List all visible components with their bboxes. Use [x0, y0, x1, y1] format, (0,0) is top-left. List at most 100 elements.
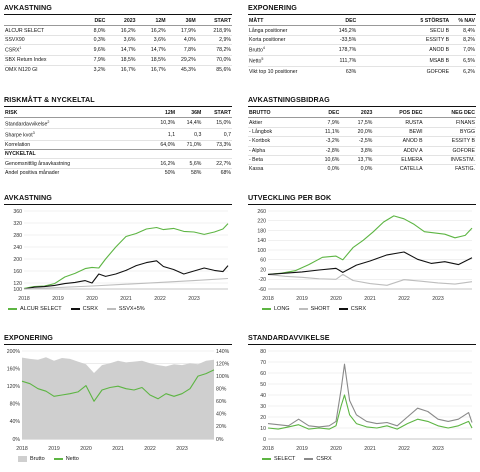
y-tick-label: 360: [13, 209, 22, 215]
table-cell: GOFORE: [423, 145, 476, 156]
column-header: DEC: [330, 17, 358, 27]
y-left-tick-label: 160%: [7, 366, 21, 372]
column-header: NEG DEC: [423, 109, 476, 119]
legend-swatch: [262, 458, 271, 460]
table-header-row: BRUTTO DEC 2023 POS DEC NEG DEC: [248, 109, 476, 119]
legend-swatch: [53, 458, 63, 460]
column-header: DEC: [307, 109, 341, 119]
avkastning-chart-panel: AVKASTNING 100 120 160 200 240 280 320 360 2018 2…: [4, 192, 232, 312]
column-header: [4, 17, 82, 27]
table-cell: ADDV A: [373, 145, 424, 156]
legend-label: SELECT: [274, 456, 296, 462]
table-row: - Beta 10,6% 13,7% ELMERA INVESTM.: [248, 154, 476, 165]
x-tick-label: 2019: [52, 296, 64, 302]
table-cell: Netto5: [248, 55, 331, 67]
table-row: Aktier 7,9% 17,5% RUSTA FINANS: [248, 117, 476, 128]
legend-item: Netto: [53, 456, 79, 462]
table-cell: [357, 66, 408, 76]
table-cell: 10,3%: [149, 117, 177, 129]
x-tick-label: 2022: [154, 296, 166, 302]
table-cell: Korta positioner: [248, 34, 331, 45]
exponering-legend: Brutto Netto: [18, 456, 79, 462]
table-cell: 64,0%: [149, 139, 177, 150]
table-cell: 7,0%: [450, 44, 476, 56]
column-header: 2023: [106, 17, 137, 27]
y-tick-label: 260: [257, 209, 266, 215]
y-tick-label: 80%: [216, 387, 227, 393]
table-row: SSVX90 0,3% 3,6% 3,6% 4,0% 2,9%: [4, 34, 232, 45]
table-cell: ANOD B: [407, 44, 451, 56]
y-tick-label: 140%: [216, 349, 230, 355]
table-row: Vikt top 10 positioner 63% GOFORE 6,2%: [248, 66, 476, 76]
avkastning-table-panel: AVKASTNING DEC 2023 12M 36M START ALCUR SELEC…: [4, 2, 232, 74]
table-cell: -2,5%: [340, 136, 374, 146]
legend-item: LONG: [262, 306, 290, 312]
y-left-tick-label: 80%: [10, 402, 21, 408]
table-cell: 16,2%: [106, 25, 137, 36]
table-cell: 8,0%: [81, 25, 107, 36]
column-header: BRUTTO: [248, 109, 308, 119]
table-cell: MSAB B: [407, 55, 451, 67]
footnote-marker: 1: [19, 46, 22, 51]
y-left-tick-label: 200%: [7, 349, 21, 355]
table-row: Långa positioner 145,2% SECU B 8,4%: [248, 25, 476, 36]
table-cell: 10,6%: [307, 154, 341, 165]
table-cell: 7,8%: [166, 44, 197, 56]
exponering-chart: 0% 20% 40% 60% 80% 100% 120% 140% 0% 40% 80% 120% 16…: [7, 349, 230, 452]
table-cell: 3,6%: [136, 34, 167, 45]
y-tick-label: 220: [257, 219, 266, 225]
y-tick-label: 120%: [216, 361, 230, 367]
table-cell: Brutto4: [248, 44, 331, 56]
table-cell: 3,2%: [81, 64, 107, 74]
table-cell: [108, 158, 150, 169]
table-cell: Långa positioner: [248, 25, 331, 36]
y-tick-label: -60: [259, 287, 267, 293]
subheader-cell: NYCKELTAL: [4, 148, 232, 159]
x-tick-label: 2018: [16, 446, 28, 452]
y-tick-label: 40%: [216, 412, 227, 418]
risk-table: RISK 12M 36M START Standardavvikelse2 10,3% 14…: [4, 109, 232, 178]
table-cell: 8,4%: [450, 25, 476, 36]
std-chart: 0 10 20 30 40 50 60 70 80 2018 2019 2020 2021 2022 202…: [260, 349, 473, 452]
y-tick-label: 30: [260, 404, 266, 410]
table-cell: 7,9%: [307, 117, 341, 128]
table-cell: GOFORE: [407, 66, 451, 76]
table-cell: 14,7%: [106, 44, 137, 56]
risk-table-panel: RISKMÅTT & NYCKELTAL RISK 12M 36M START Stan…: [4, 94, 232, 178]
x-tick-label: 2023: [432, 296, 444, 302]
y-tick-label: -20: [259, 277, 267, 283]
table-cell: Andel positiva månader: [4, 167, 109, 178]
table-cell: 18,5%: [136, 55, 167, 66]
x-tick-label: 2022: [398, 446, 410, 452]
y-tick-label: 160: [13, 269, 22, 275]
table-cell: [108, 139, 150, 150]
series-line-alcur-select: [23, 223, 229, 289]
avkastning-table: DEC 2023 12M 36M START ALCUR SELECT 8,0% 16,2% 1…: [4, 17, 232, 74]
table-cell: - Alpha: [248, 145, 308, 156]
series-line-long: [267, 215, 473, 275]
y-tick-label: 20%: [216, 424, 227, 430]
y-tick-label: 140: [257, 238, 266, 244]
table-cell: 3,6%: [106, 34, 137, 45]
table-row: - Långbok 11,1% 20,0% BEWI BYGG: [248, 126, 476, 137]
table-row: Brutto4 178,7% ANOD B 7,0%: [248, 44, 476, 56]
bidrag-table: BRUTTO DEC 2023 POS DEC NEG DEC Aktier 7,9% 17,…: [248, 109, 476, 174]
table-row: Netto5 111,7% MSAB B 6,5%: [248, 55, 476, 67]
legend-swatch: [70, 308, 80, 310]
column-header: START: [202, 109, 232, 119]
table-cell: 178,7%: [330, 44, 358, 56]
table-cell: 85,6%: [196, 64, 232, 74]
y-tick-label: 0%: [216, 437, 224, 443]
table-cell: 18,5%: [106, 55, 137, 66]
table-header-row: MÅTT DEC 5 STÖRSTA% NAV: [248, 17, 476, 27]
legend-swatch: [18, 456, 27, 462]
footnote-marker: 5: [261, 57, 264, 62]
footnote-marker: 2: [47, 119, 50, 124]
std-chart-title: STANDARDAVVIKELSE: [248, 332, 476, 345]
table-cell: [108, 128, 150, 141]
column-header: POS DEC: [373, 109, 424, 119]
table-cell: -2,8%: [307, 145, 341, 156]
table-cell: FASTIG.: [423, 164, 476, 174]
table-cell: 6,2%: [450, 66, 476, 76]
